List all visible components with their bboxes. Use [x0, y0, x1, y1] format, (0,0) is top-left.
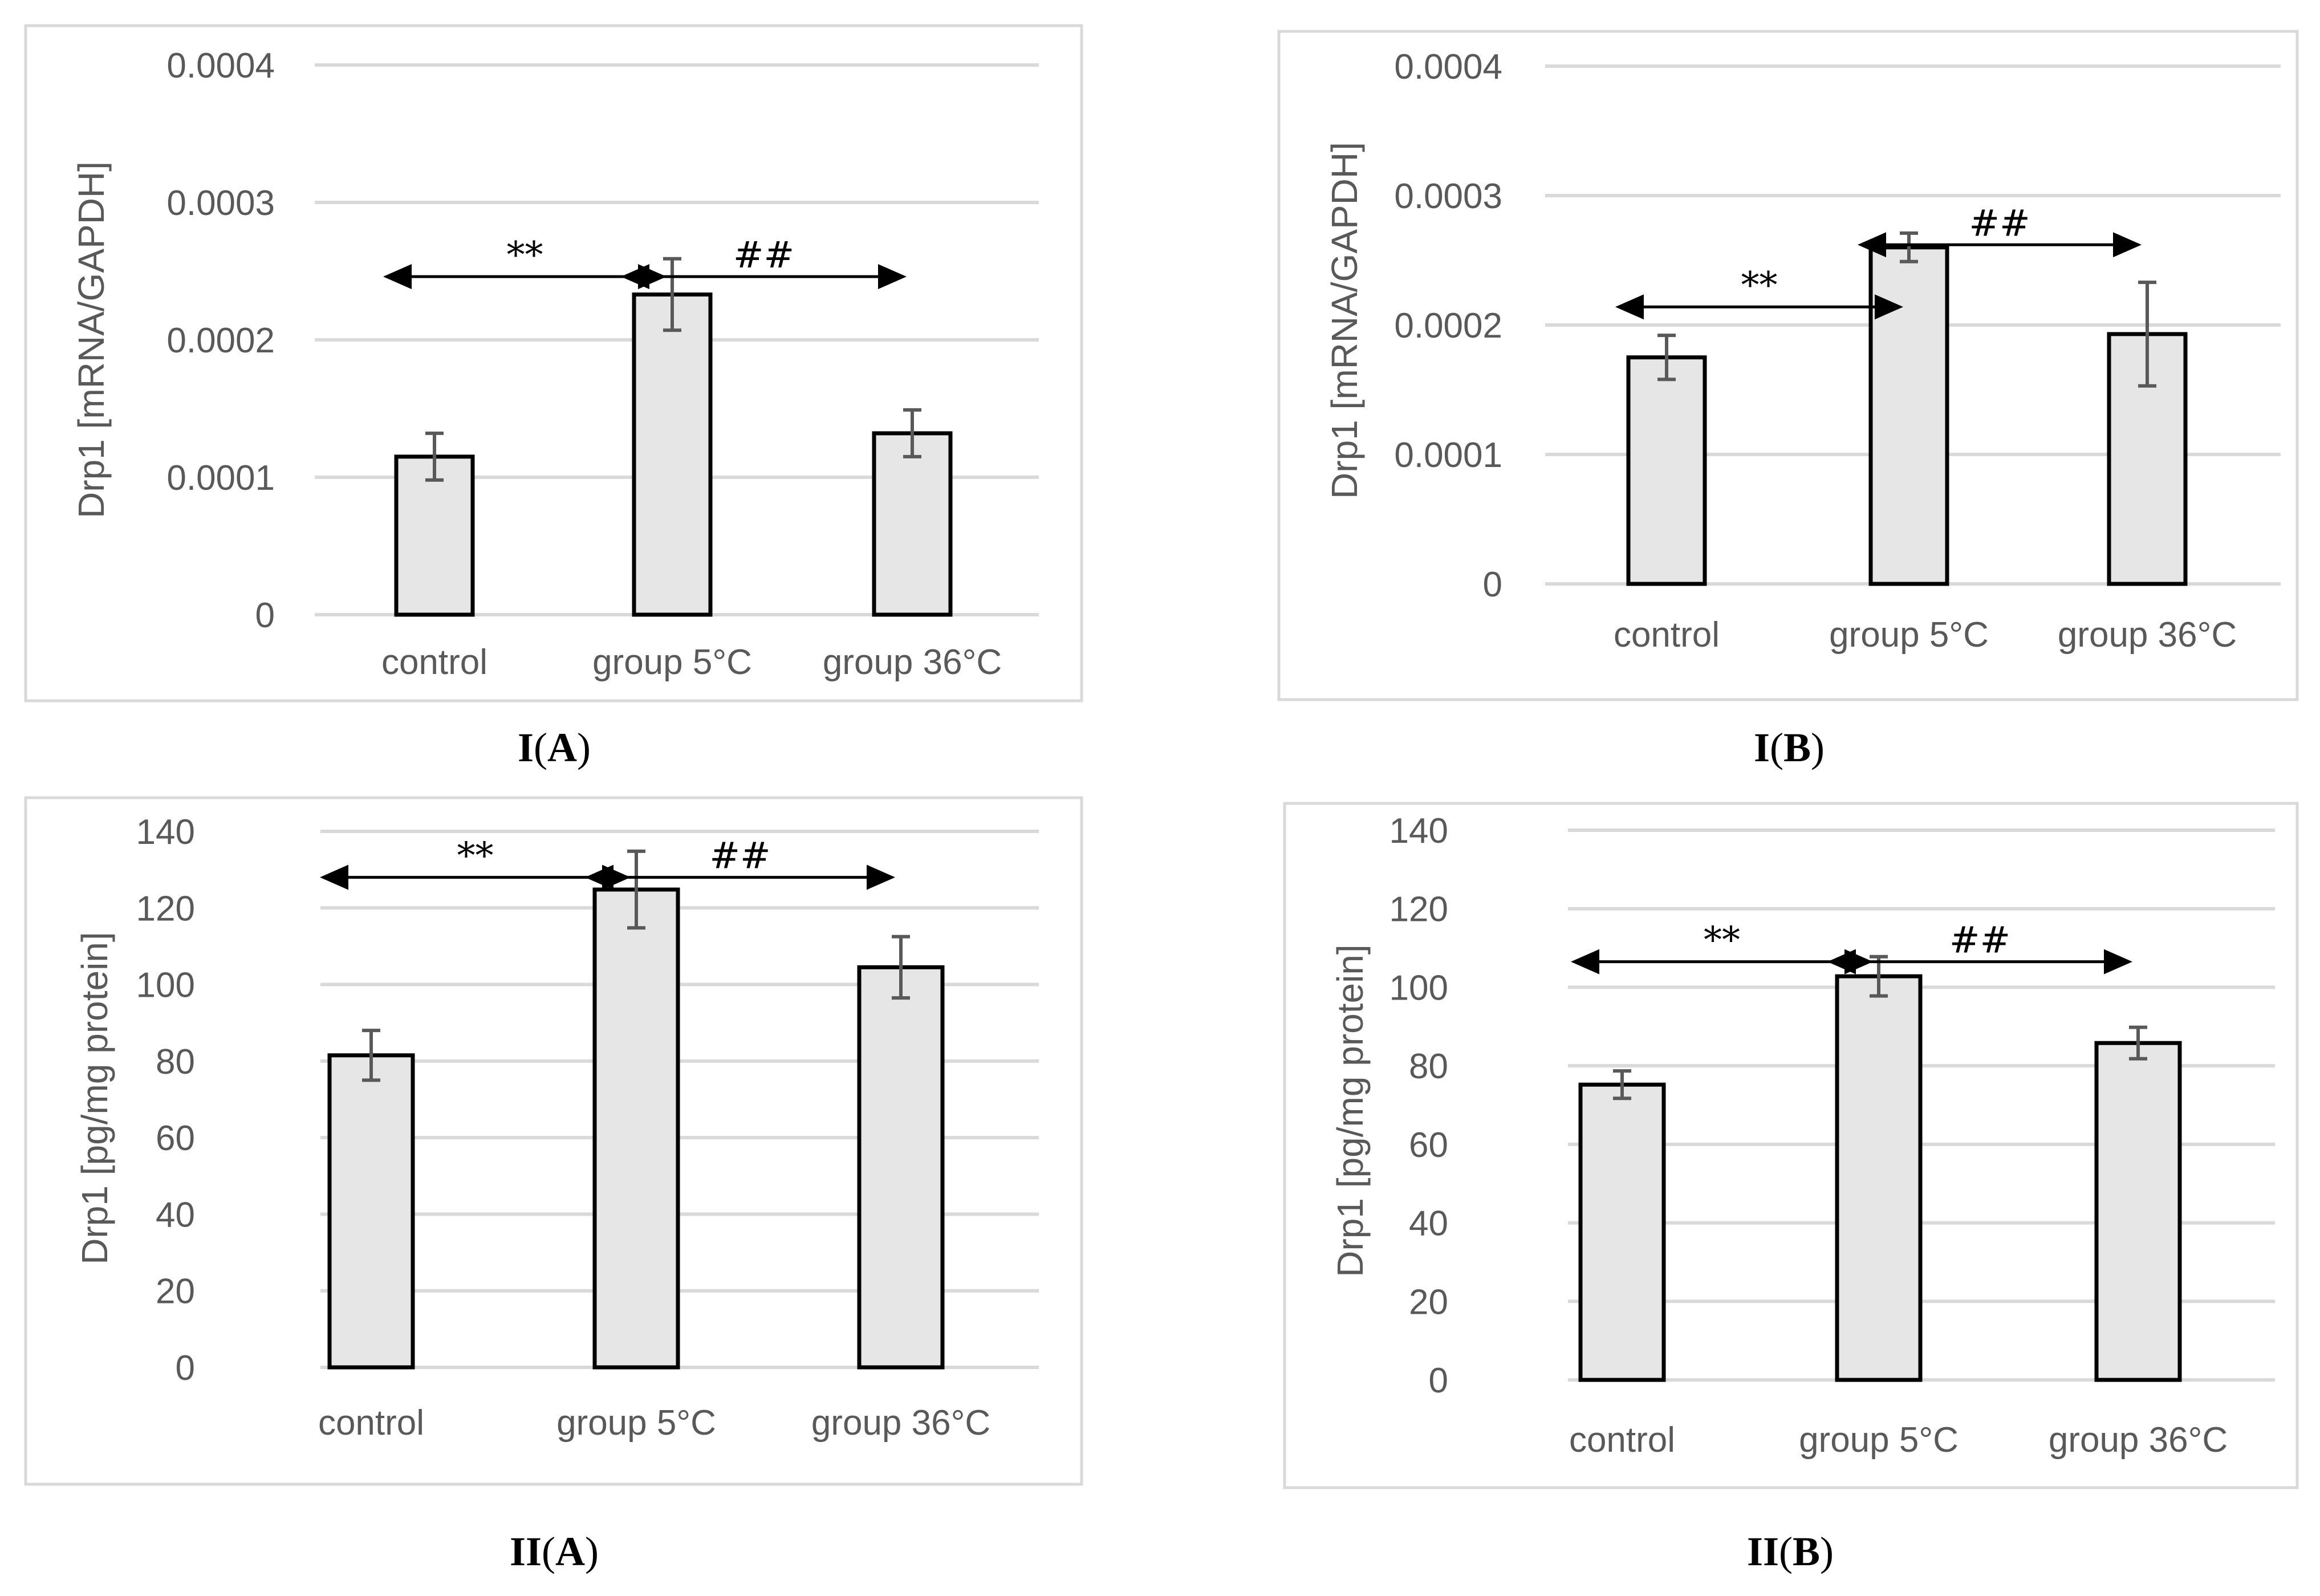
y-tick-label: 40: [1409, 1204, 1448, 1244]
arrowhead-right: [2113, 232, 2142, 258]
y-axis-title: Drp1 [mRNA/GAPDH]: [1324, 142, 1365, 499]
significance-label: ##: [1969, 202, 2030, 245]
caption-II-A: II(A): [509, 1529, 599, 1574]
arrowhead-left: [1827, 949, 1856, 974]
x-tick-label: group 5°C: [1829, 615, 1989, 655]
y-tick-label: 120: [136, 889, 195, 928]
y-tick-label: 100: [1389, 968, 1448, 1008]
chart-frame: [1277, 30, 2299, 701]
y-tick-label: 0: [1483, 565, 1502, 604]
y-tick-label: 140: [136, 813, 195, 852]
chart-frame: [1283, 802, 2299, 1489]
x-tick-label: control: [1569, 1420, 1675, 1460]
y-axis-title: Drp1 [mRNA/GAPDH]: [71, 161, 112, 518]
x-tick-label: group 5°C: [556, 1403, 716, 1443]
chart-frame: [24, 24, 1083, 702]
bar-3: [857, 965, 945, 1370]
chart-panel-I-A: 0 0.0001 0.0002 0.0003 0.0004 Drp1 [mRNA/GAPD…: [24, 24, 1083, 702]
y-tick-label: 0: [176, 1349, 195, 1388]
y-tick-label: 0: [255, 596, 275, 635]
y-tick-label: 0.0003: [1394, 177, 1502, 216]
x-tick-label: group 36°C: [2058, 615, 2237, 655]
bar-3: [872, 431, 953, 617]
arrowhead-left: [1571, 949, 1599, 974]
y-tick-label: 80: [1409, 1047, 1448, 1086]
arrowhead-right: [878, 264, 907, 290]
caption-letter: B: [1793, 1529, 1821, 1574]
caption-letter: B: [1783, 725, 1811, 770]
y-tick-label: 0.0004: [166, 46, 275, 86]
arrowhead-left: [1858, 232, 1886, 258]
bar-1: [1578, 1082, 1666, 1382]
y-tick-label: 20: [1409, 1282, 1448, 1322]
bar-3: [2094, 1041, 2182, 1382]
arrowhead-left: [1615, 294, 1644, 320]
significance-label: **: [457, 835, 494, 878]
x-tick-label: control: [1614, 615, 1720, 655]
chart-II-B: 0 20 40 60 80 100 120 140 Drp1 [pg/mg protein] co…: [1283, 802, 2299, 1489]
caption-roman: I: [518, 725, 534, 770]
y-tick-label: 0.0001: [1394, 436, 1502, 475]
chart-panel-I-B: 0 0.0001 0.0002 0.0003 0.0004 Drp1 [mRNA/GAPD…: [1277, 30, 2299, 701]
significance-label: **: [1741, 265, 1778, 307]
chart-panel-II-B: 0 20 40 60 80 100 120 140 Drp1 [pg/mg protein] co…: [1283, 802, 2299, 1489]
significance-label: **: [507, 234, 543, 277]
bar-2: [1835, 974, 1923, 1382]
caption-I-A: I(A): [518, 725, 591, 770]
bar-2: [632, 292, 713, 617]
y-tick-label: 140: [1389, 811, 1448, 851]
significance-label: ##: [733, 234, 794, 277]
y-tick-label: 0.0003: [166, 184, 275, 223]
chart-frame: [24, 796, 1083, 1486]
x-tick-label: group 5°C: [1799, 1420, 1959, 1460]
arrowhead-left: [383, 264, 412, 290]
arrowhead-right: [1875, 294, 1903, 320]
arrowhead-left: [621, 264, 649, 290]
y-tick-label: 0.0002: [1394, 306, 1502, 346]
bar-1: [1626, 355, 1707, 586]
y-tick-label: 100: [136, 966, 195, 1005]
caption-roman: II: [1746, 1529, 1779, 1574]
caption-roman: II: [509, 1529, 542, 1574]
significance-label: ##: [709, 835, 770, 878]
arrowhead-right: [2104, 949, 2132, 974]
y-tick-label: 20: [156, 1272, 195, 1311]
caption-roman: I: [1753, 725, 1770, 770]
y-axis-title: Drp1 [pg/mg protein]: [1330, 944, 1371, 1277]
x-tick-label: control: [381, 643, 487, 682]
caption-letter: A: [547, 725, 578, 770]
y-tick-label: 60: [1409, 1126, 1448, 1165]
y-tick-label: 80: [156, 1042, 195, 1082]
significance-label: **: [1704, 920, 1740, 962]
y-tick-label: 40: [156, 1195, 195, 1234]
x-tick-label: group 36°C: [2049, 1420, 2228, 1460]
y-axis-title: Drp1 [pg/mg protein]: [74, 932, 115, 1264]
bar-1: [327, 1053, 415, 1370]
chart-I-B: 0 0.0001 0.0002 0.0003 0.0004 Drp1 [mRNA/GAPD…: [1277, 30, 2299, 701]
arrowhead-left: [320, 864, 348, 890]
y-tick-label: 0.0002: [166, 321, 275, 360]
y-tick-label: 120: [1389, 890, 1448, 929]
arrowhead-right: [867, 864, 895, 890]
caption-letter: A: [555, 1529, 586, 1574]
x-tick-label: group 36°C: [811, 1403, 990, 1443]
y-tick-label: 60: [156, 1119, 195, 1158]
y-tick-label: 0.0004: [1394, 47, 1502, 87]
caption-II-B: II(B): [1746, 1529, 1834, 1574]
chart-I-A: 0 0.0001 0.0002 0.0003 0.0004 Drp1 [mRNA/GAPD…: [24, 24, 1083, 702]
y-tick-label: 0: [1429, 1361, 1448, 1400]
x-tick-label: group 36°C: [823, 643, 1002, 682]
y-tick-label: 0.0001: [166, 458, 275, 498]
caption-I-B: I(B): [1753, 725, 1825, 770]
significance-label: ##: [1949, 920, 2010, 962]
chart-II-A: 0 20 40 60 80 100 120 140 Drp1 [pg/mg protein] co…: [24, 796, 1083, 1486]
chart-panel-II-A: 0 20 40 60 80 100 120 140 Drp1 [pg/mg protein] co…: [24, 796, 1083, 1486]
bar-2: [592, 887, 680, 1370]
x-tick-label: group 5°C: [592, 643, 752, 682]
x-tick-label: control: [318, 1403, 424, 1443]
arrowhead-left: [585, 864, 613, 890]
